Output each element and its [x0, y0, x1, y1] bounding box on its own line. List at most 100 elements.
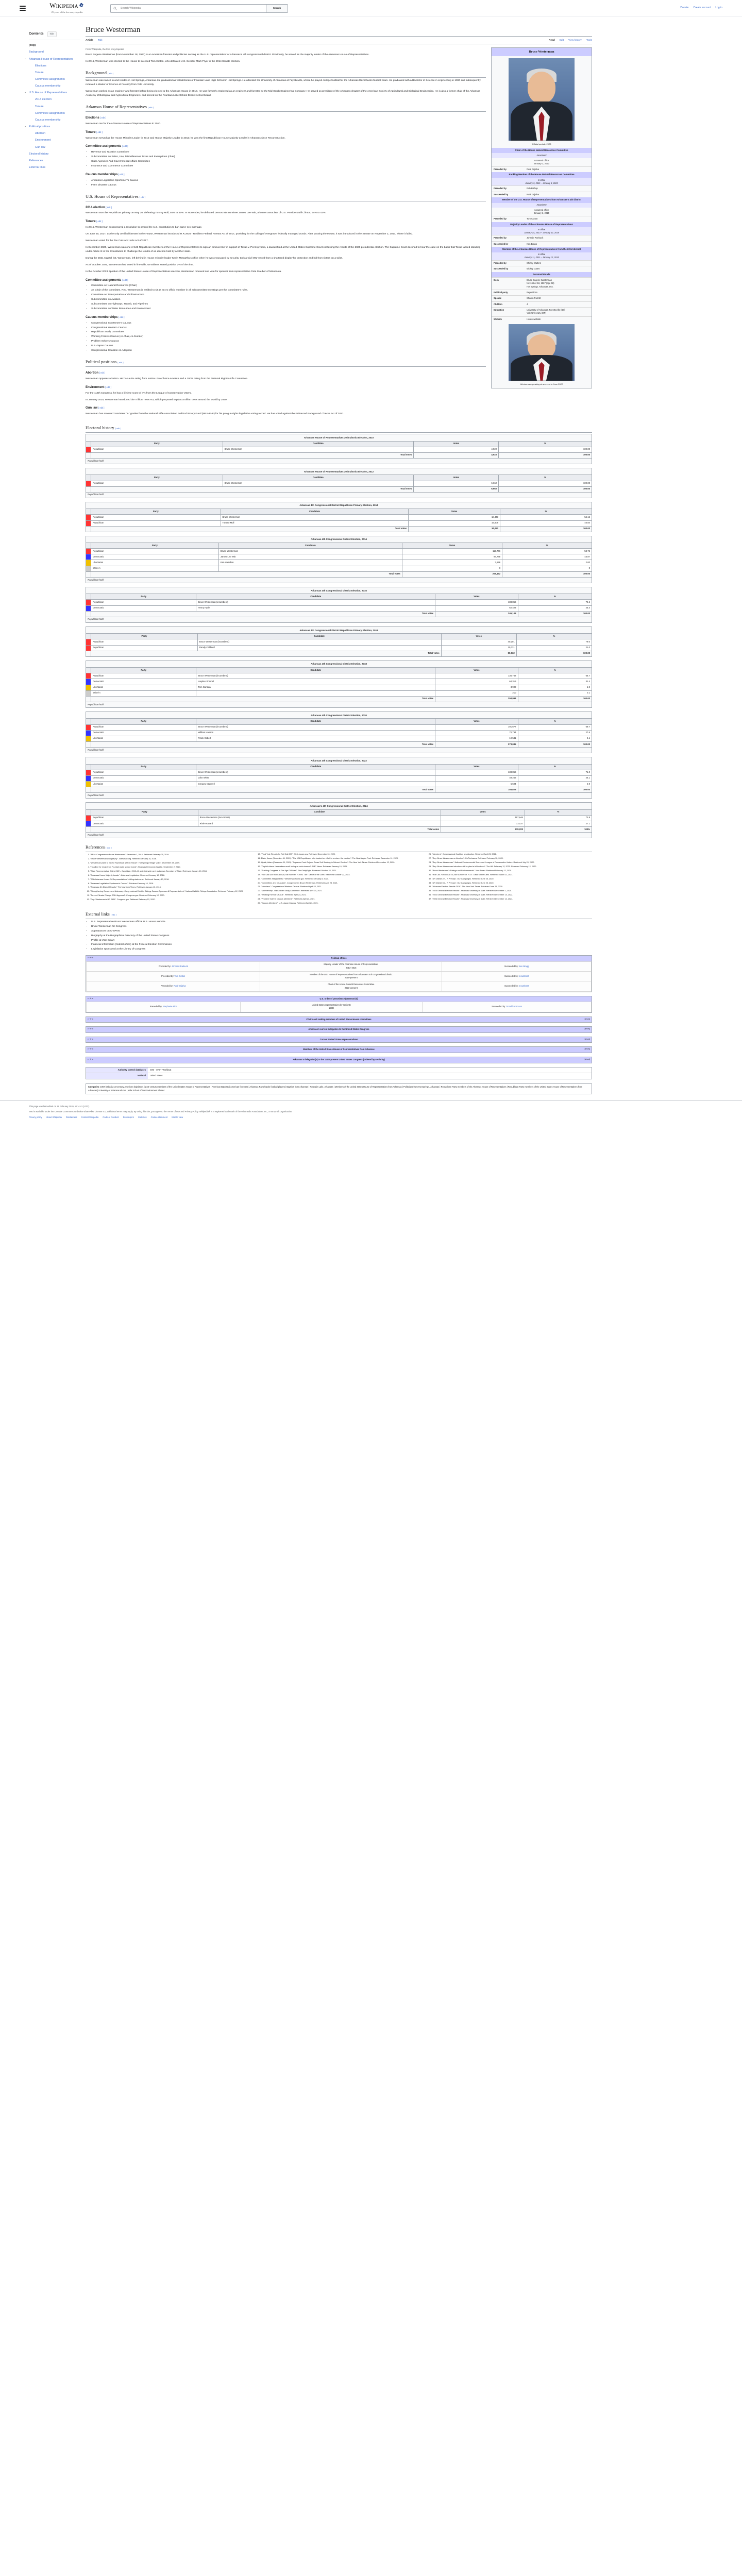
toc-item[interactable]: ⌄ U.S. House of Representatives	[24, 90, 80, 96]
toc-item[interactable]: Gun law	[29, 144, 80, 150]
vde-links[interactable]: v · t · e	[88, 957, 94, 959]
toc-item-label[interactable]: Tenure	[35, 71, 44, 74]
toc-item[interactable]: ⌄ Political positions	[24, 124, 80, 130]
edit-link[interactable]: [ edit ]	[106, 206, 112, 209]
toc-item-label[interactable]: Tenure	[35, 105, 44, 108]
search-button[interactable]: Search	[266, 4, 288, 12]
toc-item-label[interactable]: (Top)	[29, 44, 36, 47]
wikipedia-logo[interactable]: WIKIPEDIA 25 years of the free encyclope…	[36, 2, 98, 14]
edit-link[interactable]: [ edit ]	[105, 385, 111, 388]
vde-links[interactable]: v · t · e	[88, 1058, 94, 1061]
footer-link[interactable]: Cookie statement	[150, 1116, 168, 1119]
toc-item[interactable]: ⌄ Arkansas House of Representatives	[24, 56, 80, 62]
vde-links[interactable]: v · t · e	[88, 1038, 94, 1040]
toc-item[interactable]: Tenure	[29, 69, 80, 76]
preceded-by-name[interactable]: Johnnie Roebuck	[172, 964, 188, 968]
navbox-show-toggle[interactable]: [show]	[584, 1058, 590, 1061]
toc-item[interactable]: External links	[29, 164, 80, 171]
toc-item-label[interactable]: Environment	[35, 139, 51, 142]
tab-talk[interactable]: Talk	[97, 39, 103, 42]
search-box[interactable]: Search	[110, 4, 288, 13]
toc-item-label[interactable]: Political positions	[29, 125, 50, 129]
vde-links[interactable]: v · t · e	[88, 1018, 94, 1020]
footer-link[interactable]: Developers	[123, 1116, 134, 1119]
login-link[interactable]: Log in	[715, 6, 722, 10]
edit-link[interactable]: [ edit ]	[96, 220, 103, 223]
edit-link[interactable]: [ edit ]	[122, 278, 128, 281]
chevron-down-icon[interactable]: ⌄	[24, 91, 27, 94]
toc-item-label[interactable]: Committee assignments	[35, 111, 65, 115]
toc-item-label[interactable]: 2014 election	[35, 98, 52, 101]
succeeded-by-name[interactable]: Ken Bragg	[519, 964, 529, 968]
edit-link[interactable]: [ edit ]	[108, 72, 114, 75]
toc-item-label[interactable]: Abortion	[35, 132, 46, 135]
toc-item-label[interactable]: Arkansas House of Representatives	[29, 57, 73, 61]
edit-link[interactable]: [ edit ]	[119, 315, 125, 318]
toc-item[interactable]: Caucus membership	[29, 83, 80, 90]
donate-link[interactable]: Donate	[680, 6, 689, 10]
edit-link[interactable]: [ edit ]	[147, 106, 154, 109]
vde-links[interactable]: v · t · e	[88, 1048, 94, 1050]
menu-icon[interactable]	[20, 6, 26, 11]
footer-link[interactable]: Disclaimers	[65, 1116, 77, 1119]
toc-item-label[interactable]: Elections	[35, 64, 46, 67]
edit-link[interactable]: [ edit ]	[119, 173, 125, 176]
toc-item-label[interactable]: U.S. House of Representatives	[29, 91, 68, 95]
footer-link[interactable]: Contact Wikipedia	[81, 1116, 99, 1119]
edit-link[interactable]: [ edit ]	[99, 371, 106, 375]
navbox-show-toggle[interactable]: [show]	[584, 1018, 590, 1020]
tab-article[interactable]: Article	[86, 39, 93, 42]
edit-link[interactable]: [ edit ]	[100, 116, 106, 120]
toc-item[interactable]: Elections	[29, 62, 80, 69]
search-input[interactable]	[120, 4, 266, 12]
footer-link[interactable]: Code of Conduct	[103, 1116, 119, 1119]
toc-item[interactable]: Background	[29, 49, 80, 56]
edit-link[interactable]: [ edit ]	[115, 427, 121, 430]
footer-link[interactable]: Statistics	[138, 1116, 147, 1119]
toc-item-label[interactable]: Background	[29, 50, 44, 54]
toc-item[interactable]: Tenure	[29, 103, 80, 110]
edit-link[interactable]: [ edit ]	[139, 195, 145, 198]
toc-hide-button[interactable]: hide	[47, 31, 57, 37]
toc-item-label[interactable]: Gun law	[35, 145, 45, 149]
vde-links[interactable]: v · t · e	[88, 997, 94, 999]
tab-view-history[interactable]: View history	[568, 39, 582, 42]
edit-link[interactable]: [ edit ]	[122, 145, 128, 148]
toc-item-label[interactable]: Caucus membership	[35, 84, 61, 88]
edit-link[interactable]: [ edit ]	[96, 130, 103, 133]
toc-item[interactable]: Caucus membership	[29, 117, 80, 124]
edit-link[interactable]: [ edit ]	[110, 913, 117, 916]
toc-item[interactable]: Committee assignments	[29, 76, 80, 83]
toc-item[interactable]: (Top)	[29, 42, 80, 49]
toc-item-label[interactable]: External links	[29, 166, 46, 170]
tab-read[interactable]: Read	[549, 39, 555, 42]
preceded-by-name[interactable]: Tom Cotton	[174, 975, 185, 978]
footer-link[interactable]: About Wikipedia	[46, 1116, 62, 1119]
toc-item-label[interactable]: Committee assignments	[35, 78, 65, 81]
preceded-by-name[interactable]: Raúl Grijalva	[174, 985, 186, 988]
toc-item-label[interactable]: Caucus membership	[35, 118, 61, 122]
edit-link[interactable]: [ edit ]	[117, 361, 124, 364]
preceded-by-name[interactable]: Stephanie Bice	[162, 1005, 177, 1008]
chevron-down-icon[interactable]: ⌄	[24, 57, 27, 60]
authority-value[interactable]: United States	[150, 1074, 163, 1077]
navbox-show-toggle[interactable]: [show]	[584, 1048, 590, 1050]
footer-link[interactable]: Mobile view	[172, 1116, 183, 1119]
succeeded-by-name[interactable]: Donald Norcross	[506, 1005, 522, 1008]
succeeded-by-name[interactable]: Incumbent	[519, 975, 529, 978]
chevron-down-icon[interactable]: ⌄	[24, 125, 27, 128]
toc-item[interactable]: Environment	[29, 137, 80, 144]
toc-item[interactable]: References	[29, 157, 80, 164]
toc-item[interactable]: 2014 election	[29, 96, 80, 103]
navbox-show-toggle[interactable]: [show]	[584, 1038, 590, 1040]
toc-item-label[interactable]: References	[29, 159, 43, 162]
tab-edit[interactable]: Edit	[559, 39, 564, 42]
toc-item[interactable]: Abortion	[29, 130, 80, 137]
authority-value[interactable]: ISNI · VIAF · WorldCat	[150, 1068, 172, 1071]
create-account-link[interactable]: Create account	[693, 6, 711, 10]
edit-link[interactable]: [ edit ]	[98, 406, 105, 410]
vde-links[interactable]: v · t · e	[88, 1028, 94, 1030]
toc-item-label[interactable]: Electoral history	[29, 152, 49, 156]
tools-menu[interactable]: Tools	[586, 39, 592, 42]
succeeded-by-name[interactable]: Incumbent	[519, 985, 529, 988]
